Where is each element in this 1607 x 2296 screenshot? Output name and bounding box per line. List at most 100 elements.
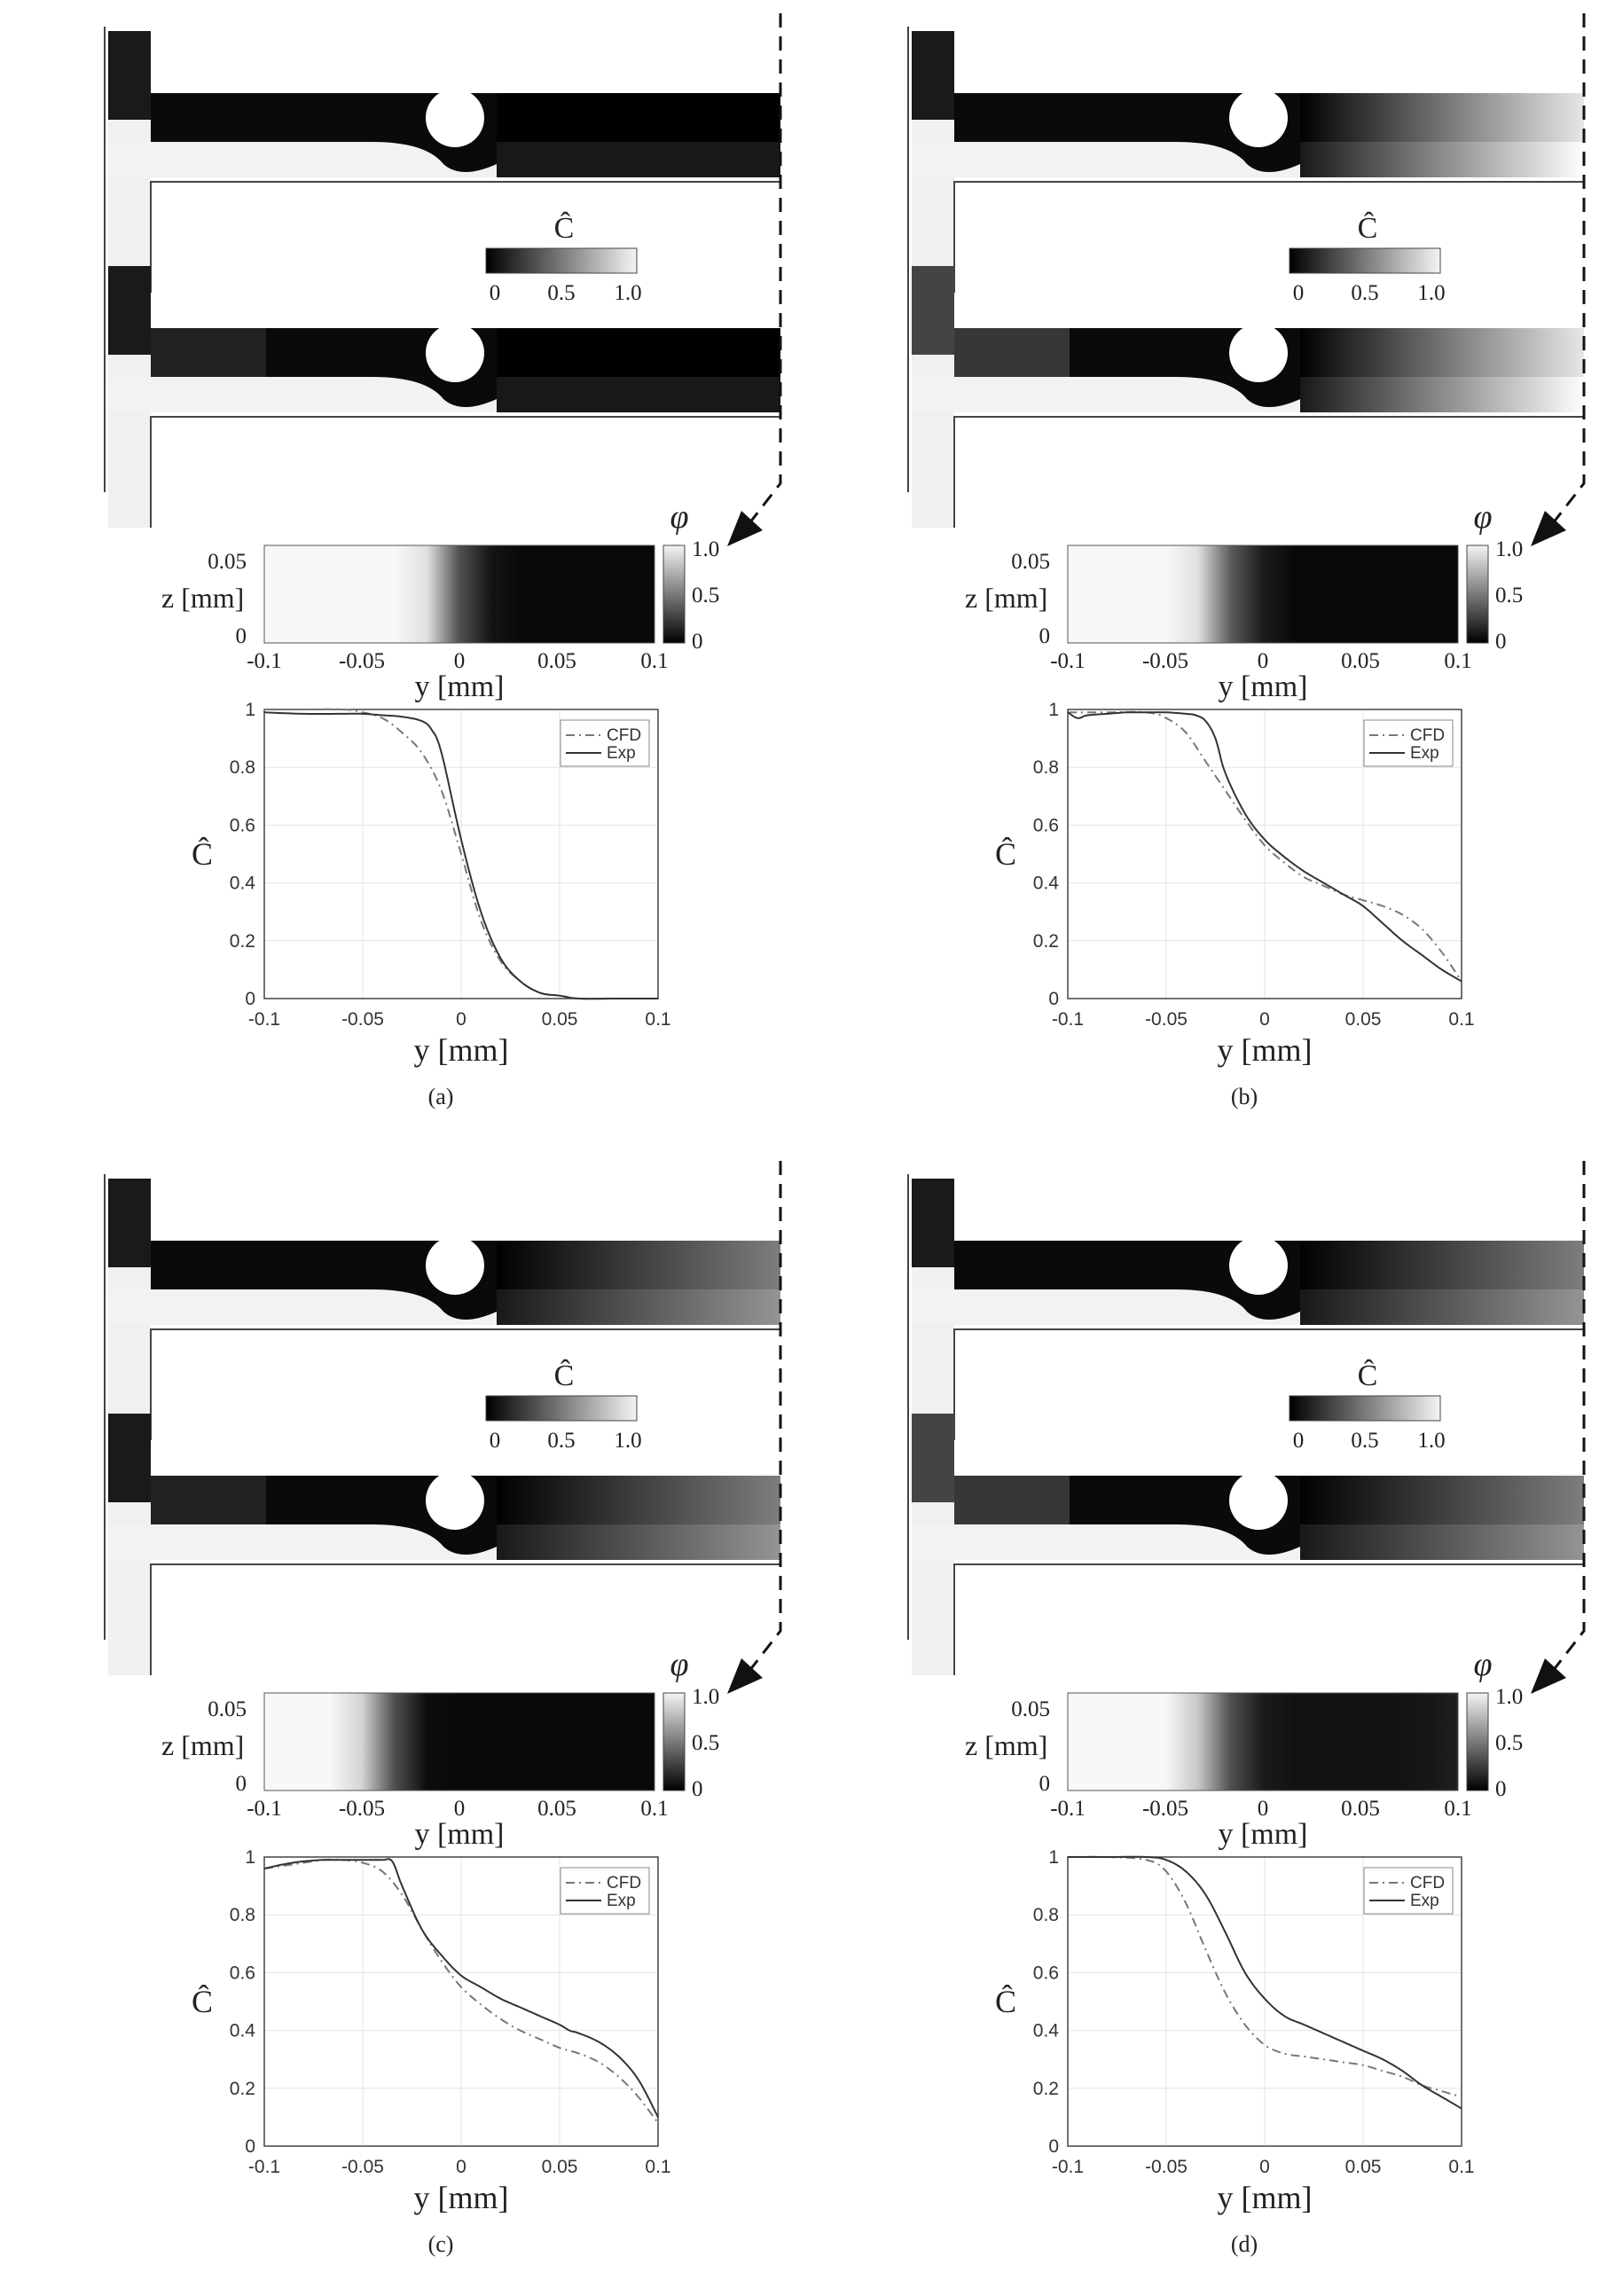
upper-concentration-image <box>108 1179 780 1440</box>
cylinder-post <box>1251 1230 1266 1242</box>
phi-y-axis-label: y [mm] <box>414 1818 504 1851</box>
phi-y-tick: -0.05 <box>1142 1797 1188 1821</box>
phi-colorbar-tick: 0.5 <box>1495 1731 1523 1755</box>
legend-label-cfd: CFD <box>607 726 641 745</box>
z-tick: 0 <box>236 1772 247 1796</box>
x-tick-label: -0.1 <box>1052 2157 1084 2177</box>
tinted-inlet-segment <box>151 1476 266 1524</box>
phi-y-tick: 0.1 <box>640 649 668 673</box>
phi-colorbar-tick: 0 <box>692 630 703 654</box>
colorbar-tick: 0 <box>1293 281 1305 305</box>
channel-outline <box>953 1328 1584 1440</box>
phi-colorbar-tick: 0 <box>1495 1777 1507 1801</box>
phi-colorbar-tick: 0.5 <box>692 1731 719 1755</box>
colorbar-gradient <box>1289 1395 1441 1422</box>
colorbar-symbol: Ĉ <box>554 1359 575 1392</box>
phi-y-tick: -0.1 <box>247 1797 282 1821</box>
x-tick-label: 0.05 <box>1345 2157 1382 2177</box>
cylinder <box>1229 1236 1288 1295</box>
x-tick-label: 0.1 <box>1448 2157 1474 2177</box>
phi-y-tick: 0 <box>1258 1797 1269 1821</box>
mixing-region <box>497 328 780 412</box>
inlet-bar <box>108 266 151 355</box>
colorbar-gradient <box>1289 247 1441 274</box>
y-tick-label: 0.2 <box>230 931 255 952</box>
colorbar-tick: 0.5 <box>547 1429 575 1453</box>
plot-frame <box>1067 709 1462 999</box>
mixing-region <box>1300 93 1584 177</box>
phi-colorbar-tick: 0 <box>1495 630 1507 654</box>
phi-y-tick: 0.05 <box>537 649 576 673</box>
z-tick: 0 <box>1039 624 1051 648</box>
phi-map <box>1068 545 1458 643</box>
inlet-bar <box>108 1179 151 1267</box>
channel-outline <box>150 1328 780 1440</box>
y-tick-label: 0 <box>1048 2136 1059 2157</box>
y-axis-label: Ĉ <box>192 1984 213 2019</box>
series-line-cfd <box>1068 710 1462 982</box>
x-axis-label: y [mm] <box>414 2180 509 2215</box>
phi-colorbar-tick: 1.0 <box>1495 537 1523 561</box>
lower-concentration-image <box>912 266 1584 528</box>
x-tick-label: 0.05 <box>542 2157 578 2177</box>
inlet-bar <box>912 1179 954 1267</box>
x-tick-label: -0.1 <box>1052 1009 1084 1030</box>
x-tick-label: -0.05 <box>1145 2157 1188 2177</box>
cylinder-post <box>1251 1465 1266 1477</box>
x-tick-label: -0.05 <box>341 1009 384 1030</box>
channel-outline <box>150 1563 780 1675</box>
phi-colorbar-tick: 1.0 <box>692 1685 719 1709</box>
phi-symbol: φ <box>670 1646 688 1683</box>
dip-region <box>372 377 497 407</box>
series-line-cfd <box>1068 1855 1462 2098</box>
x-tick-label: 0 <box>1259 2157 1270 2177</box>
cylinder <box>426 1471 484 1530</box>
inlet-bar <box>108 31 151 120</box>
y-tick-label: 0 <box>245 2136 255 2157</box>
legend-box <box>560 719 650 767</box>
phi-y-tick: -0.05 <box>339 649 385 673</box>
z-tick: 0 <box>236 624 247 648</box>
x-tick-label: 0 <box>1259 1009 1270 1030</box>
phi-y-tick: -0.1 <box>1050 649 1086 673</box>
arrow-head-icon <box>1531 1658 1566 1694</box>
phi-y-axis-label: y [mm] <box>1218 670 1307 703</box>
dip-region <box>372 1289 497 1320</box>
colorbar-tick: 0.5 <box>1351 281 1378 305</box>
phi-symbol: φ <box>1473 1646 1492 1683</box>
cylinder-post <box>448 317 462 330</box>
phi-colorbar <box>662 1692 686 1791</box>
y-tick-label: 0.4 <box>230 2021 256 2041</box>
panel-caption: (b) <box>1231 1084 1258 1109</box>
dip-region <box>1176 1289 1300 1320</box>
series-line-exp <box>263 711 658 1000</box>
x-axis-label: y [mm] <box>1218 1032 1313 1068</box>
series-line-exp <box>1068 1855 1462 2110</box>
panel-b: Ĉ 0 0.5 1.0 φ 1.0 0.5 0 0.05 0 z [mm] -0.1 -0.05 0 0.0… <box>804 0 1607 1148</box>
phi-y-tick: 0.1 <box>1444 1797 1471 1821</box>
phi-map-frame <box>263 545 655 644</box>
z-tick: 0.05 <box>1011 1697 1050 1721</box>
legend-label-cfd: CFD <box>1410 1874 1445 1892</box>
plot-frame <box>263 1856 659 2147</box>
dip-region <box>372 1524 497 1555</box>
cylinder-post <box>1251 82 1266 95</box>
inlet-bar <box>108 1414 151 1502</box>
phi-y-tick: 0.05 <box>1341 649 1380 673</box>
channel-outline <box>953 416 1584 528</box>
dip-region <box>372 142 497 172</box>
phi-y-tick: 0 <box>454 649 466 673</box>
dip-region <box>1176 1524 1300 1555</box>
x-tick-label: 0 <box>456 1009 466 1030</box>
dashed-connector <box>748 13 782 524</box>
cylinder-post <box>448 1230 462 1242</box>
y-tick-label: 0.4 <box>1033 874 1060 894</box>
phi-y-tick: 0.05 <box>537 1797 576 1821</box>
phi-y-tick: -0.1 <box>247 649 282 673</box>
y-tick-label: 0.6 <box>1033 815 1059 835</box>
mixing-region <box>1300 1241 1584 1325</box>
legend-label-exp: Exp <box>1410 744 1439 763</box>
colorbar-gradient <box>485 247 638 274</box>
y-tick-label: 0.6 <box>230 1963 255 1983</box>
legend-box <box>1363 719 1454 767</box>
